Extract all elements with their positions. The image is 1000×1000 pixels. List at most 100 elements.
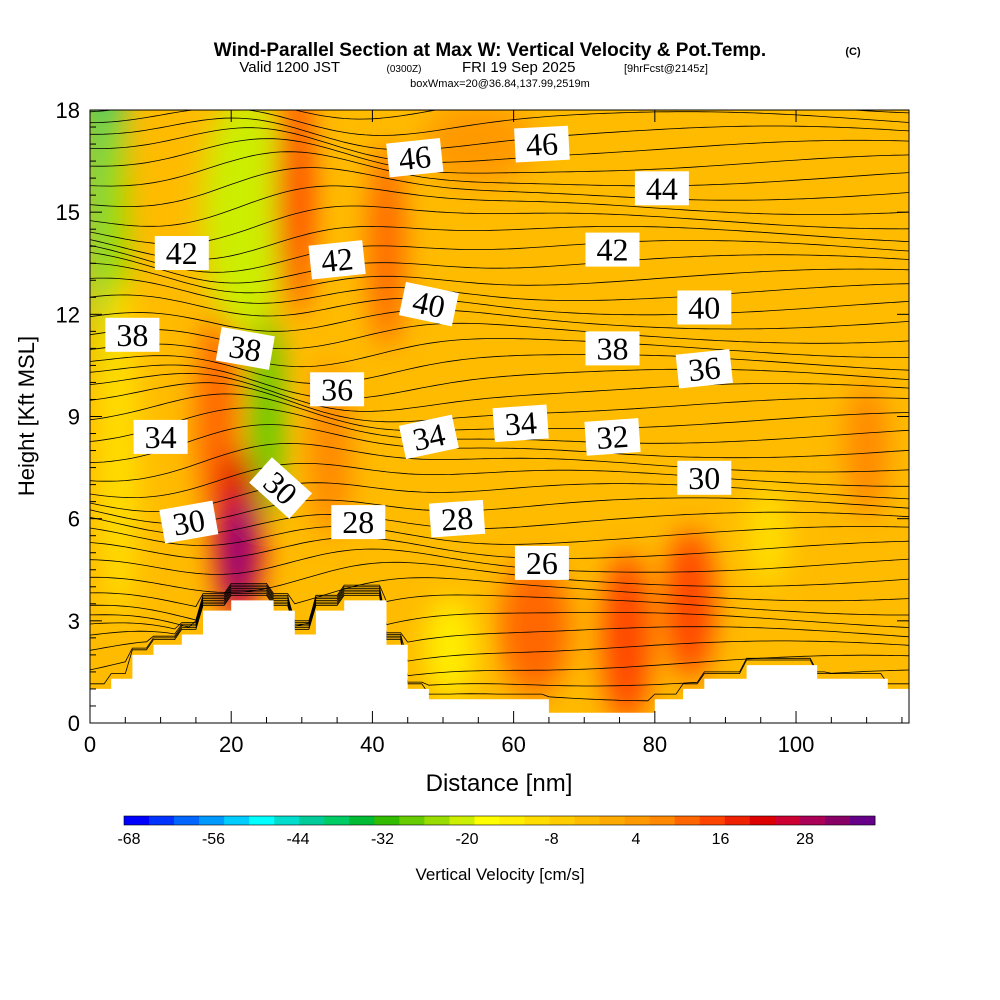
isentrope-line — [90, 354, 909, 385]
isentrope-label: 26 — [514, 545, 569, 581]
colorbar-swatch — [399, 816, 425, 825]
colorbar-frame — [123, 815, 876, 826]
isentrope-label-text: 38 — [597, 330, 629, 366]
isentrope-label: 46 — [514, 125, 570, 163]
colorbar-swatch — [574, 816, 601, 825]
isentrope-label: 28 — [331, 504, 386, 540]
colorbar-tick-label: -56 — [202, 831, 225, 848]
isentrope-label-text: 42 — [166, 235, 198, 271]
isentrope-label: 42 — [308, 240, 366, 280]
isentrope-label-text: 46 — [525, 125, 559, 163]
colorbar-swatch — [674, 816, 701, 825]
x-axis-label: Distance [nm] — [426, 770, 573, 797]
isentrope-line — [90, 511, 909, 535]
isentrope-line — [90, 127, 909, 163]
isentrope-line — [90, 372, 909, 412]
colorbar-swatch — [449, 816, 475, 825]
isentrope-label-text: 28 — [440, 500, 474, 538]
isentrope-line — [90, 577, 909, 607]
velocity-region — [746, 484, 789, 587]
isentrope-label: 36 — [310, 371, 365, 407]
isentrope-line — [90, 482, 909, 513]
x-tick-label: 100 — [778, 732, 815, 757]
isentrope-label: 34 — [492, 404, 549, 442]
isentrope-line — [90, 588, 909, 643]
isentrope-line — [90, 110, 909, 136]
isentrope-label: 40 — [677, 290, 732, 326]
isentrope-label-text: 32 — [595, 418, 629, 456]
isentrope-label: 34 — [398, 414, 459, 460]
colorbar-swatch — [349, 816, 375, 825]
valid-date: FRI 19 Sep 2025 — [462, 59, 575, 76]
isentrope-line — [90, 589, 909, 662]
forecast-info: [9hrFcst@2145z] — [624, 63, 708, 75]
isentrope-line — [90, 117, 909, 151]
isentrope-lines — [90, 110, 909, 702]
isentrope-label-text: 40 — [688, 290, 720, 326]
isentrope-label: 28 — [428, 500, 486, 538]
isentrope-line — [90, 525, 909, 547]
colorbar-swatch — [849, 816, 876, 825]
x-tick-label: 60 — [501, 732, 525, 757]
isentrope-label-text: 36 — [321, 371, 353, 407]
isentrope-label-text: 40 — [410, 283, 449, 325]
isentrope-label: 38 — [585, 330, 640, 366]
colorbar-tick-label: -8 — [544, 831, 558, 848]
isentrope-label-text: 36 — [687, 349, 723, 388]
isentrope-line — [90, 584, 909, 627]
isentrope-line — [90, 442, 909, 482]
isentrope-line — [90, 536, 909, 560]
colorbar-swatch — [774, 816, 801, 825]
colorbar-tick-label: -32 — [371, 831, 394, 848]
colorbar-swatch — [274, 816, 300, 825]
velocity-region — [499, 559, 571, 696]
isentrope-line — [90, 240, 909, 273]
y-tick-label: 12 — [56, 302, 80, 327]
isentrope-label: 30 — [677, 460, 732, 496]
colorbar-swatch — [299, 816, 325, 825]
valid-prefix: Valid 1200 JST — [239, 59, 340, 76]
velocity-region — [277, 110, 313, 315]
isentrope-line — [90, 205, 909, 245]
isentrope-line — [90, 294, 909, 317]
isentrope-label: 44 — [634, 170, 689, 206]
colorbar-tick-label: 16 — [712, 831, 730, 848]
isentrope-label: 32 — [584, 418, 641, 456]
isentrope-line — [90, 167, 909, 207]
isentrope-line — [90, 463, 909, 499]
isentrope-label-text: 34 — [145, 419, 177, 455]
y-tick-label: 0 — [68, 711, 80, 736]
isentrope-label-text: 46 — [397, 138, 433, 177]
colorbar-swatch — [249, 816, 275, 825]
colorbar-tick-label: -20 — [455, 831, 478, 848]
colorbar-swatch — [499, 816, 525, 825]
x-tick-label: 0 — [84, 732, 96, 757]
velocity-region — [202, 110, 288, 332]
colorbar-swatch — [649, 816, 676, 825]
colorbar-tick-label: 28 — [796, 831, 814, 848]
isentrope-label: 36 — [675, 349, 733, 389]
isentrope-line — [90, 252, 909, 284]
chart-title: Wind-Parallel Section at Max W: Vertical… — [214, 40, 766, 61]
colorbar-swatch — [824, 816, 851, 825]
isentrope-line — [90, 151, 909, 187]
colorbar-swatch — [549, 816, 575, 825]
y-tick-label: 6 — [68, 507, 80, 532]
isentrope-line — [90, 138, 909, 174]
velocity-region — [665, 528, 715, 679]
colorbar-tick-label: -44 — [286, 831, 309, 848]
colorbar-swatch — [699, 816, 726, 825]
colorbar-swatch — [199, 816, 225, 825]
isentrope-label: 30 — [159, 500, 219, 544]
isentrope-label-text: 42 — [597, 232, 629, 268]
isentrope-line — [90, 594, 909, 702]
y-tick-label: 3 — [68, 609, 80, 634]
isentrope-line — [90, 185, 909, 227]
isentrope-label-text: 44 — [646, 170, 678, 206]
isentrope-line — [90, 591, 909, 677]
isentrope-line — [90, 593, 909, 687]
isentrope-label-text: 34 — [410, 416, 449, 458]
colorbar-swatch — [599, 816, 626, 825]
